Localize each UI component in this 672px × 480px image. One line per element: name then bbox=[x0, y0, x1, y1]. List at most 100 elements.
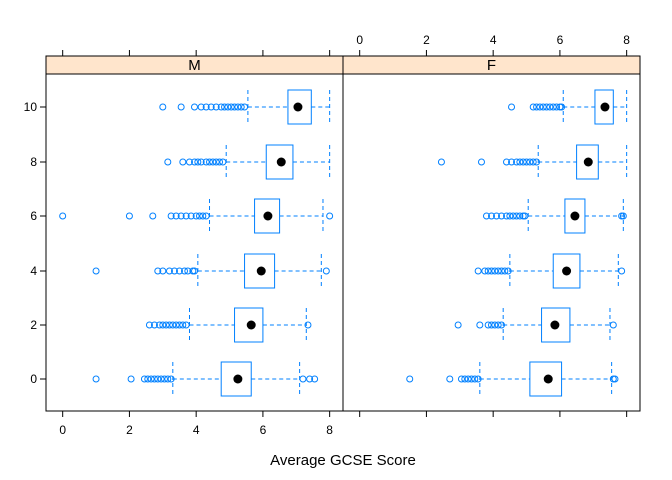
outlier-point bbox=[482, 212, 490, 220]
outlier-point bbox=[92, 267, 100, 275]
outlier-point bbox=[474, 267, 482, 275]
panel-F: F 0 2 4 6 8 bbox=[342, 33, 641, 417]
outlier-point bbox=[618, 267, 626, 275]
outlier-point bbox=[619, 212, 627, 220]
outlier-point bbox=[147, 375, 155, 383]
outlier-point bbox=[521, 212, 529, 220]
outlier-point bbox=[446, 375, 454, 383]
outlier-point bbox=[221, 103, 229, 111]
outlier-point bbox=[491, 321, 499, 329]
outlier-point bbox=[231, 103, 239, 111]
outlier-point bbox=[219, 158, 227, 166]
outlier-point bbox=[199, 212, 207, 220]
outlier-point bbox=[457, 375, 465, 383]
outlier-point bbox=[529, 103, 537, 111]
iqr-box bbox=[234, 307, 264, 343]
outlier-point bbox=[92, 375, 100, 383]
outlier-point bbox=[192, 212, 200, 220]
outlier-point bbox=[159, 267, 167, 275]
outlier-point bbox=[513, 158, 521, 166]
outlier-point bbox=[170, 267, 178, 275]
outlier-point bbox=[498, 267, 506, 275]
outlier-point bbox=[516, 212, 524, 220]
y-tick-label-10: 10 bbox=[24, 100, 38, 114]
outlier-point bbox=[504, 267, 512, 275]
outlier-point bbox=[164, 375, 172, 383]
outlier-point bbox=[498, 212, 506, 220]
outlier-point bbox=[523, 158, 531, 166]
outlier-point bbox=[162, 321, 170, 329]
outlier-point bbox=[217, 103, 225, 111]
box-F-2 bbox=[454, 307, 617, 343]
outlier-point bbox=[175, 267, 183, 275]
outlier-point bbox=[125, 212, 133, 220]
outlier-point bbox=[549, 103, 557, 111]
outlier-point bbox=[172, 321, 180, 329]
median-dot bbox=[600, 102, 610, 112]
outlier-point bbox=[461, 375, 469, 383]
outlier-point bbox=[306, 375, 314, 383]
outlier-point bbox=[322, 267, 330, 275]
outlier-point bbox=[406, 375, 414, 383]
outlier-point bbox=[471, 375, 479, 383]
outlier-point bbox=[185, 158, 193, 166]
outlier-point bbox=[488, 212, 495, 220]
outlier-point bbox=[197, 103, 205, 111]
outlier-point bbox=[169, 321, 177, 329]
outlier-point bbox=[508, 158, 516, 166]
outlier-point bbox=[503, 158, 511, 166]
outlier-point bbox=[529, 158, 537, 166]
median-dot bbox=[233, 374, 243, 384]
outlier-point bbox=[543, 103, 551, 111]
iqr-box bbox=[552, 253, 581, 289]
outlier-point bbox=[179, 158, 187, 166]
outlier-point bbox=[237, 103, 245, 111]
outlier-point bbox=[484, 321, 492, 329]
outlier-point bbox=[150, 321, 158, 329]
iqr-box bbox=[244, 253, 276, 289]
outlier-point bbox=[182, 321, 190, 329]
median-dot bbox=[256, 266, 266, 276]
outlier-point bbox=[127, 375, 135, 383]
outlier-point bbox=[494, 321, 502, 329]
outlier-point bbox=[179, 321, 187, 329]
outlier-point bbox=[155, 321, 163, 329]
x-tick-label-top-2: 2 bbox=[423, 33, 430, 47]
outlier-point bbox=[144, 375, 152, 383]
outlier-point bbox=[553, 103, 561, 111]
outlier-point bbox=[311, 375, 319, 383]
outlier-point bbox=[501, 267, 509, 275]
outlier-point bbox=[197, 158, 205, 166]
y-tick-label-6: 6 bbox=[30, 209, 37, 223]
box-F-10 bbox=[508, 89, 628, 125]
outlier-point bbox=[533, 158, 541, 166]
panel-frame-F bbox=[342, 55, 641, 412]
median-dot bbox=[562, 266, 572, 276]
x-tick-label-bottom-8: 8 bbox=[326, 423, 333, 437]
outlier-point bbox=[59, 212, 67, 220]
outlier-point bbox=[498, 321, 506, 329]
outlier-point bbox=[488, 321, 495, 329]
median-dot bbox=[293, 102, 303, 112]
median-dot bbox=[263, 211, 273, 221]
iqr-box bbox=[254, 198, 281, 234]
outlier-point bbox=[191, 267, 198, 275]
y-tick-label-0: 0 bbox=[30, 372, 37, 386]
x-tick-label-top-0: 0 bbox=[356, 33, 363, 47]
outlier-point bbox=[494, 267, 502, 275]
box-F-0 bbox=[406, 361, 619, 397]
outlier-point bbox=[191, 103, 198, 111]
outlier-point bbox=[191, 158, 198, 166]
x-tick-label-bottom-4: 4 bbox=[193, 423, 200, 437]
outlier-point bbox=[477, 158, 485, 166]
outlier-point bbox=[216, 158, 224, 166]
outlier-point bbox=[474, 375, 482, 383]
outlier-point bbox=[227, 103, 235, 111]
box-M-2 bbox=[145, 307, 312, 343]
box-F-6 bbox=[482, 198, 627, 234]
iqr-box bbox=[564, 198, 586, 234]
x-tick-label-bottom-6: 6 bbox=[260, 423, 267, 437]
outlier-point bbox=[467, 375, 475, 383]
outlier-point bbox=[160, 375, 168, 383]
outlier-point bbox=[476, 321, 484, 329]
